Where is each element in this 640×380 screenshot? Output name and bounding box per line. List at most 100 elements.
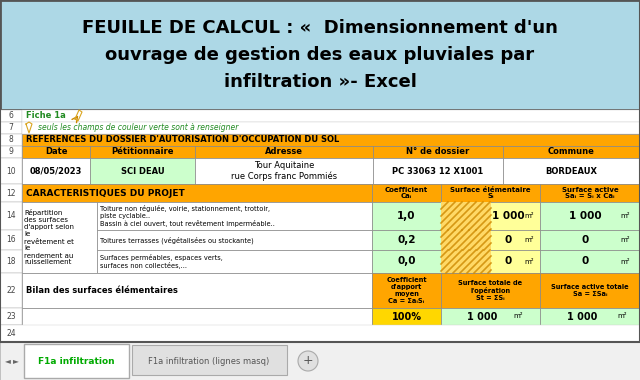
Text: 0: 0	[504, 256, 512, 266]
FancyBboxPatch shape	[0, 230, 22, 250]
FancyBboxPatch shape	[0, 202, 22, 230]
Text: 16: 16	[6, 236, 16, 244]
Text: Surfaces perméables, espaces verts,
surfaces non collectées,...: Surfaces perméables, espaces verts, surf…	[100, 254, 223, 269]
Text: m²: m²	[524, 258, 534, 264]
Text: Pétitionnaire: Pétitionnaire	[111, 147, 173, 157]
FancyBboxPatch shape	[373, 158, 503, 184]
FancyBboxPatch shape	[22, 158, 90, 184]
Text: Adresse: Adresse	[265, 147, 303, 157]
Text: 18: 18	[6, 257, 16, 266]
FancyBboxPatch shape	[540, 184, 640, 202]
FancyBboxPatch shape	[441, 184, 540, 202]
Text: 1 000: 1 000	[467, 312, 498, 321]
FancyBboxPatch shape	[0, 122, 22, 134]
Text: F1a infiltration: F1a infiltration	[38, 356, 115, 366]
FancyBboxPatch shape	[22, 202, 97, 273]
Text: m²: m²	[620, 258, 630, 264]
Text: ouvrage de gestion des eaux pluviales par: ouvrage de gestion des eaux pluviales pa…	[106, 46, 534, 64]
FancyBboxPatch shape	[90, 146, 195, 158]
FancyBboxPatch shape	[22, 273, 372, 308]
FancyBboxPatch shape	[503, 158, 640, 184]
Text: Surface active totale
Sa = ΣSaᵢ: Surface active totale Sa = ΣSaᵢ	[551, 284, 629, 297]
Text: 24: 24	[6, 329, 16, 338]
Text: 0: 0	[581, 235, 589, 245]
FancyBboxPatch shape	[97, 250, 372, 273]
FancyBboxPatch shape	[441, 202, 491, 230]
Circle shape	[298, 351, 318, 371]
Text: Fiche 1a: Fiche 1a	[26, 111, 66, 120]
FancyBboxPatch shape	[0, 273, 22, 308]
Text: SCI DEAU: SCI DEAU	[121, 166, 164, 176]
Text: m²: m²	[620, 237, 630, 243]
FancyBboxPatch shape	[22, 146, 90, 158]
FancyBboxPatch shape	[0, 110, 640, 342]
FancyBboxPatch shape	[441, 202, 540, 230]
FancyBboxPatch shape	[24, 344, 129, 378]
Text: Surface totale de
l'opération
St = ΣSᵢ: Surface totale de l'opération St = ΣSᵢ	[458, 280, 523, 301]
FancyBboxPatch shape	[195, 158, 373, 184]
Text: PC 33063 12 X1001: PC 33063 12 X1001	[392, 166, 484, 176]
FancyBboxPatch shape	[0, 342, 640, 380]
FancyBboxPatch shape	[0, 158, 22, 184]
FancyBboxPatch shape	[540, 308, 640, 325]
Text: seuls les champs de couleur verte sont à renseigner: seuls les champs de couleur verte sont à…	[38, 124, 238, 133]
Text: Toitures terrasses (végétalisées ou stockante): Toitures terrasses (végétalisées ou stoc…	[100, 236, 253, 244]
Text: ►: ►	[13, 356, 19, 366]
Text: 1 000: 1 000	[569, 211, 602, 221]
Text: 10: 10	[6, 166, 16, 176]
Text: m²: m²	[617, 314, 627, 320]
Text: 6: 6	[8, 111, 13, 120]
Text: Toiture non régulée, voirie, stationnement, trottoir,
piste cyclable..
Bassin à : Toiture non régulée, voirie, stationneme…	[100, 205, 275, 227]
Text: Commune: Commune	[548, 147, 595, 157]
Text: infiltration »- Excel: infiltration »- Excel	[223, 73, 417, 91]
Text: 23: 23	[6, 312, 16, 321]
Text: 08/05/2023: 08/05/2023	[30, 166, 82, 176]
FancyBboxPatch shape	[90, 158, 195, 184]
FancyBboxPatch shape	[97, 230, 372, 250]
Text: Date: Date	[45, 147, 67, 157]
FancyBboxPatch shape	[132, 345, 287, 375]
FancyBboxPatch shape	[0, 308, 22, 325]
FancyBboxPatch shape	[503, 146, 640, 158]
Text: Bilan des surfaces élémentaires: Bilan des surfaces élémentaires	[26, 286, 178, 295]
FancyBboxPatch shape	[540, 273, 640, 308]
FancyBboxPatch shape	[0, 0, 640, 110]
Text: ◄: ◄	[5, 356, 11, 366]
FancyBboxPatch shape	[0, 146, 22, 158]
Text: 0: 0	[581, 256, 589, 266]
FancyBboxPatch shape	[195, 146, 373, 158]
Text: 9: 9	[8, 147, 13, 157]
FancyBboxPatch shape	[0, 110, 22, 122]
Text: Coefficient
d'apport
moyen
Ca = ΣaᵢSᵢ: Coefficient d'apport moyen Ca = ΣaᵢSᵢ	[387, 277, 427, 304]
Text: FEUILLE DE CALCUL : «  Dimensionnement d'un: FEUILLE DE CALCUL : « Dimensionnement d'…	[82, 19, 558, 37]
FancyBboxPatch shape	[22, 184, 372, 202]
Text: 0,0: 0,0	[397, 256, 416, 266]
Text: 22: 22	[6, 286, 16, 295]
Text: 100%: 100%	[392, 312, 422, 321]
Text: N° de dossier: N° de dossier	[406, 147, 470, 157]
Text: 1 000: 1 000	[492, 211, 524, 221]
FancyBboxPatch shape	[0, 325, 640, 342]
FancyBboxPatch shape	[540, 250, 640, 273]
FancyBboxPatch shape	[22, 110, 640, 122]
Text: Surface active
Saᵢ = Sᵢ x Caᵢ: Surface active Saᵢ = Sᵢ x Caᵢ	[562, 187, 618, 200]
Text: CARACTERISTIQUES DU PROJET: CARACTERISTIQUES DU PROJET	[26, 188, 185, 198]
FancyBboxPatch shape	[372, 250, 441, 273]
Text: m²: m²	[513, 314, 523, 320]
Text: 12: 12	[6, 188, 16, 198]
Text: 7: 7	[8, 124, 13, 133]
FancyBboxPatch shape	[373, 146, 503, 158]
FancyBboxPatch shape	[22, 308, 372, 325]
Text: 0,2: 0,2	[397, 235, 416, 245]
FancyBboxPatch shape	[372, 308, 441, 325]
FancyBboxPatch shape	[441, 230, 540, 250]
FancyBboxPatch shape	[441, 230, 491, 250]
FancyBboxPatch shape	[441, 273, 540, 308]
Text: F1a infiltration (lignes masq): F1a infiltration (lignes masq)	[148, 356, 269, 366]
FancyBboxPatch shape	[0, 250, 22, 273]
Text: 8: 8	[8, 136, 13, 144]
Text: +: +	[303, 355, 314, 367]
FancyBboxPatch shape	[372, 230, 441, 250]
FancyBboxPatch shape	[540, 202, 640, 230]
Text: BORDEAUX: BORDEAUX	[545, 166, 598, 176]
